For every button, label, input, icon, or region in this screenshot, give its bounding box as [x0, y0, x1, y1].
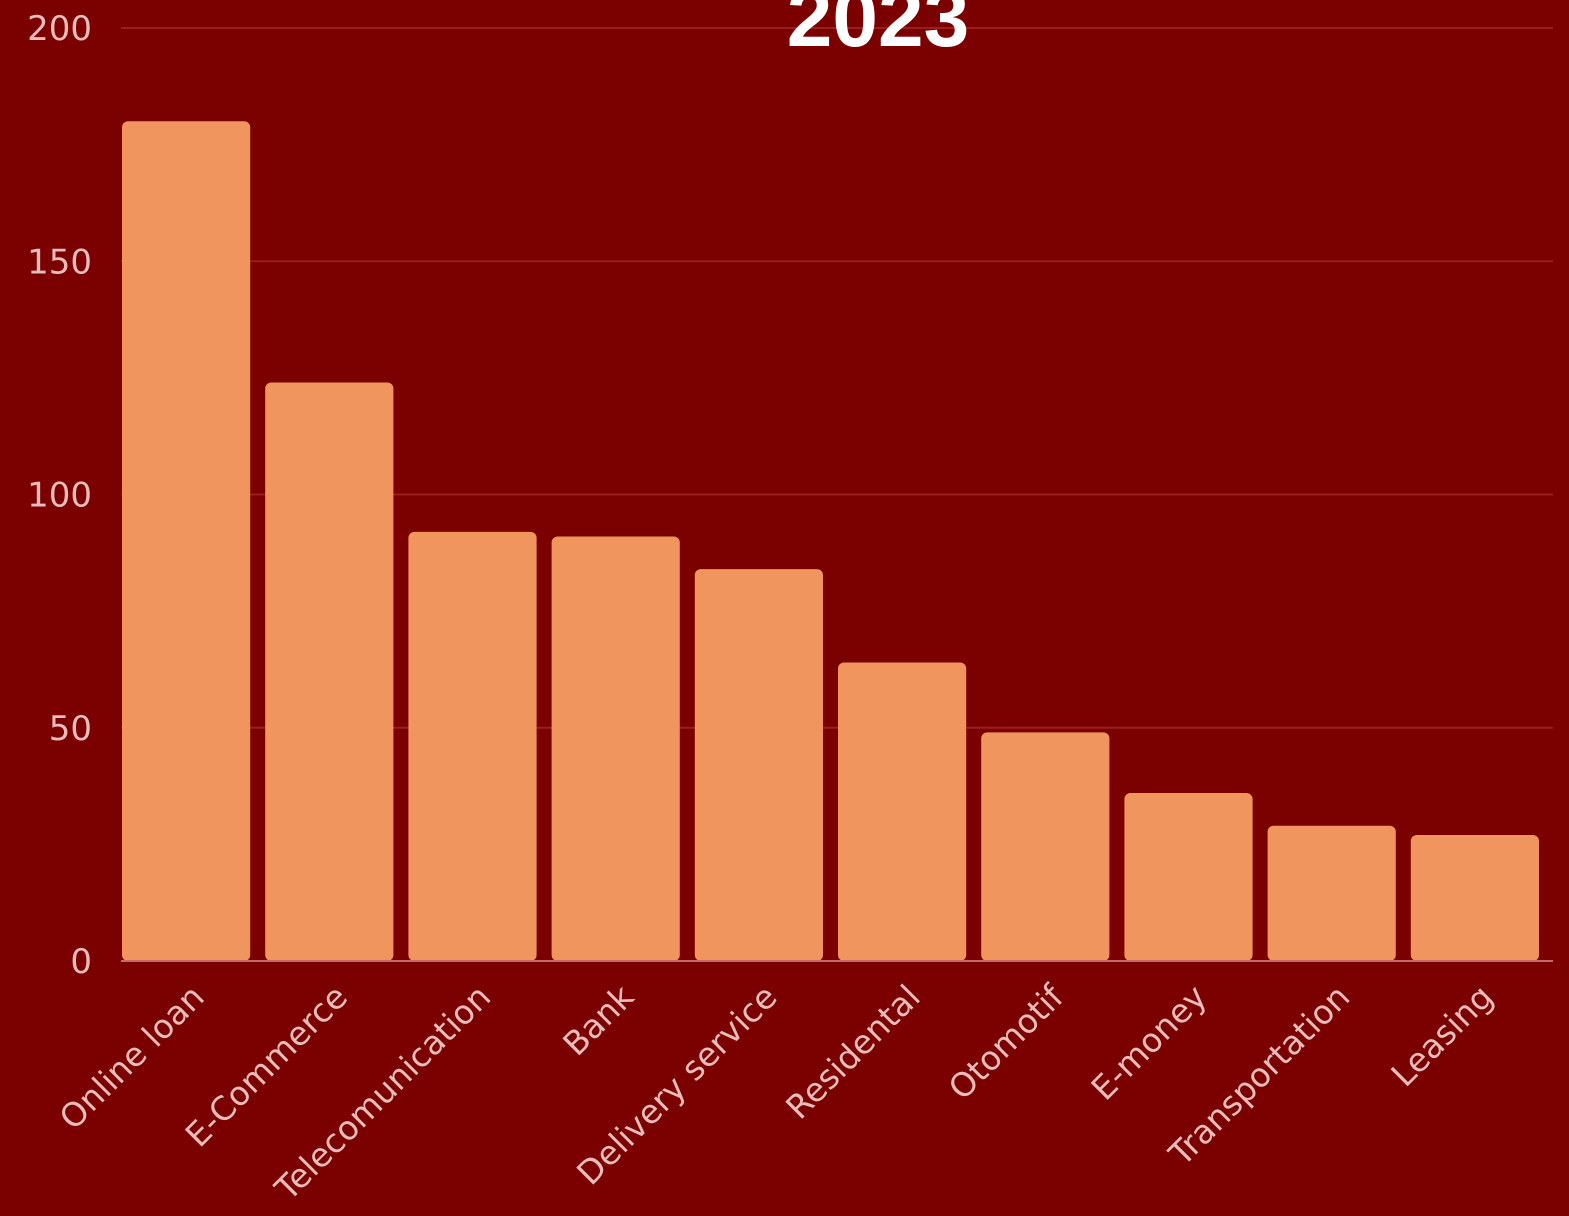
bar [265, 382, 394, 961]
x-tick-label: Residental [778, 977, 928, 1127]
bar [1410, 835, 1539, 961]
y-tick-label: 200 [27, 9, 92, 49]
bar [694, 569, 823, 961]
bar [981, 732, 1110, 961]
y-tick-label: 50 [49, 709, 92, 749]
x-tick-label: Bank [555, 976, 642, 1063]
y-tick-labels: 0 50 100 150 200 [27, 9, 92, 982]
bar [838, 662, 967, 961]
bar [1124, 793, 1253, 961]
y-tick-label: 150 [27, 242, 92, 282]
bar [122, 121, 251, 962]
x-tick-label: Leasing [1383, 977, 1500, 1094]
bar [1267, 825, 1396, 961]
x-tick-label: Otomotif [941, 976, 1072, 1107]
x-tick-label: Online loan [52, 977, 212, 1137]
bar [408, 531, 537, 961]
y-tick-label: 0 [70, 942, 92, 982]
bar [551, 536, 680, 961]
bars [122, 121, 1539, 962]
y-tick-label: 100 [27, 476, 92, 516]
x-tick-label: E-money [1083, 977, 1214, 1108]
chart-title: 2023 [787, 0, 969, 64]
